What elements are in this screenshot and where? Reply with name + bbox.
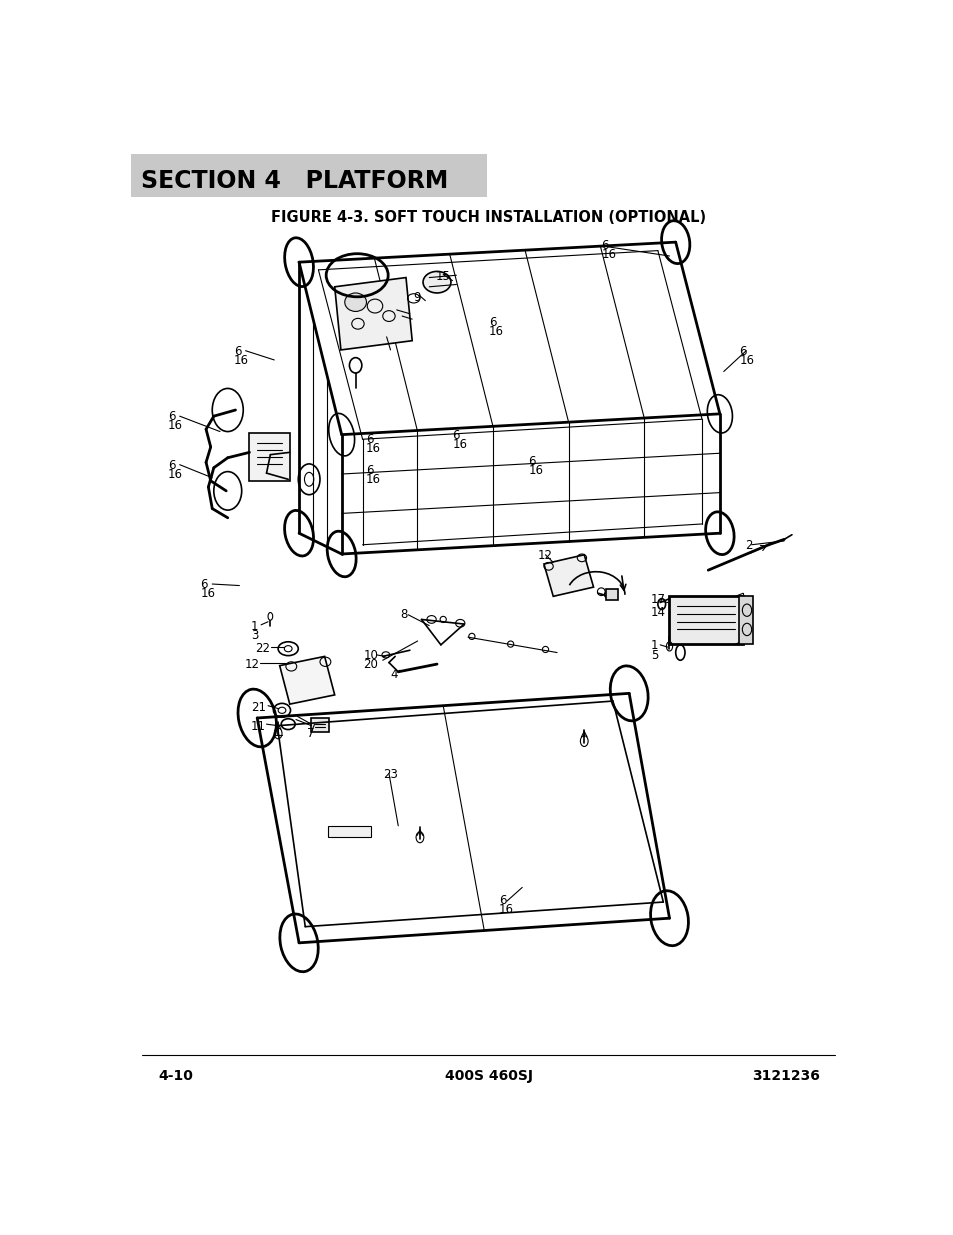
Text: 12: 12 [537, 548, 552, 562]
Text: 14: 14 [650, 606, 665, 619]
Text: 16: 16 [600, 248, 616, 262]
Text: 6: 6 [498, 894, 506, 906]
Text: 6: 6 [488, 316, 496, 329]
Text: 400S 460SJ: 400S 460SJ [444, 1070, 533, 1083]
Text: 16: 16 [168, 419, 183, 432]
Text: 16: 16 [233, 353, 249, 367]
Ellipse shape [344, 293, 366, 311]
Text: 17: 17 [650, 593, 665, 606]
Bar [605, 589, 618, 600]
Text: 16: 16 [200, 587, 215, 600]
Text: 23: 23 [382, 768, 397, 781]
Polygon shape [335, 278, 412, 350]
Text: 3121236: 3121236 [751, 1070, 819, 1083]
Ellipse shape [268, 613, 273, 620]
Text: 16: 16 [528, 464, 543, 477]
Text: 6: 6 [233, 345, 241, 358]
Text: 6: 6 [365, 464, 373, 477]
Text: 3: 3 [251, 629, 258, 642]
Text: 2: 2 [744, 540, 752, 552]
Polygon shape [279, 656, 335, 704]
Text: SECTION 4   PLATFORM: SECTION 4 PLATFORM [141, 168, 448, 193]
Text: 16: 16 [498, 903, 514, 916]
Text: 10: 10 [363, 650, 377, 662]
Text: 11: 11 [251, 720, 266, 734]
Text: 16: 16 [488, 325, 503, 338]
Bar [328, 826, 371, 837]
Text: 20: 20 [363, 658, 377, 671]
Text: 1: 1 [650, 640, 658, 652]
Text: 6: 6 [600, 240, 608, 252]
Text: 16: 16 [168, 468, 183, 480]
Text: 6: 6 [168, 458, 175, 472]
Text: 22: 22 [254, 642, 270, 655]
Text: 6: 6 [168, 410, 175, 424]
Text: 7: 7 [307, 727, 314, 740]
Text: 4: 4 [390, 668, 397, 680]
Bar [739, 597, 753, 645]
Text: 8: 8 [400, 608, 408, 621]
Bar [249, 433, 290, 480]
Text: 15: 15 [435, 270, 450, 283]
Text: 16: 16 [452, 438, 467, 452]
Text: 6: 6 [365, 433, 373, 446]
Text: 16: 16 [365, 473, 380, 487]
Polygon shape [543, 555, 593, 597]
Text: FIGURE 4-3. SOFT TOUCH INSTALLATION (OPTIONAL): FIGURE 4-3. SOFT TOUCH INSTALLATION (OPT… [271, 210, 706, 225]
Text: 5: 5 [650, 648, 658, 662]
Text: 16: 16 [739, 353, 754, 367]
Text: 6: 6 [200, 578, 208, 590]
Text: 6: 6 [452, 430, 459, 442]
Text: 6: 6 [528, 454, 536, 468]
Text: 9: 9 [414, 290, 421, 304]
Bar [131, 154, 487, 196]
Ellipse shape [422, 272, 451, 293]
Text: 4-10: 4-10 [158, 1070, 193, 1083]
Bar [669, 597, 742, 645]
Text: 21: 21 [251, 701, 266, 714]
Bar [311, 718, 328, 732]
Text: 16: 16 [365, 442, 380, 456]
Text: 1: 1 [251, 620, 258, 634]
Text: 12: 12 [245, 658, 259, 671]
Text: 6: 6 [739, 345, 746, 358]
